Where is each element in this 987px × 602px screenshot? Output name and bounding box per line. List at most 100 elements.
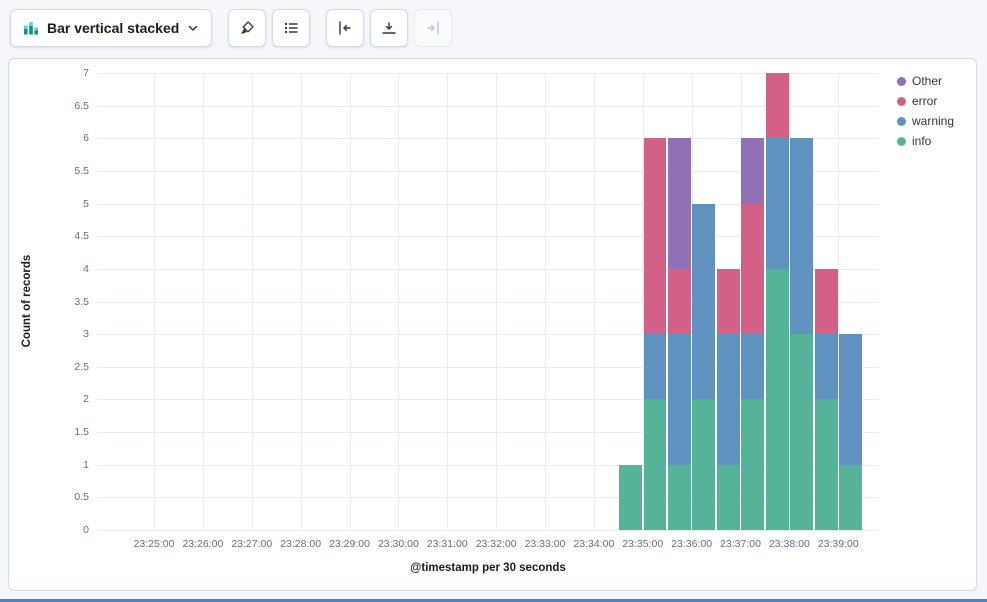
bar-segment-error[interactable]	[741, 203, 765, 335]
legend-item-error[interactable]: error	[897, 95, 954, 108]
h-gridline	[97, 432, 879, 434]
v-gridline	[202, 73, 204, 530]
h-gridline	[97, 138, 879, 140]
y-tick-label: 0	[83, 524, 89, 536]
axis-left-icon	[337, 20, 353, 36]
y-tick-label: 7	[83, 67, 89, 79]
bar-segment-warning[interactable]	[814, 334, 838, 400]
bar-segment-error[interactable]	[643, 138, 667, 335]
bar-segment-info[interactable]	[741, 399, 765, 530]
bar-segment-info[interactable]	[667, 464, 691, 530]
bar-segment-warning[interactable]	[790, 138, 814, 335]
bar-segment-info[interactable]	[790, 334, 814, 530]
v-gridline	[545, 73, 547, 530]
y-tick-label: 0.5	[74, 491, 89, 504]
h-gridline	[97, 301, 879, 303]
legend-label: Other	[912, 74, 943, 88]
bar-segment-Other[interactable]	[741, 138, 765, 204]
legend-label: info	[912, 134, 932, 148]
h-gridline	[97, 464, 879, 466]
y-tick-label: 2	[83, 393, 89, 406]
bar-segment-info[interactable]	[839, 464, 862, 530]
plot-area: 0 0.5 1 1.5 2 2.5 3 3.5 4 4.5 5 5.5 6 6.5 7 23:25:00 23:…	[74, 67, 879, 550]
legend-settings-button[interactable]	[272, 9, 311, 47]
x-tick-label: 23:37:00	[720, 538, 761, 550]
bottom-axis-button[interactable]	[370, 9, 409, 47]
x-tick-label: 23:35:00	[622, 538, 664, 550]
legend: Other error warning info	[897, 75, 954, 148]
y-tick-label: 1	[83, 458, 89, 471]
y-tick-label: 2.5	[74, 360, 89, 373]
bar-segment-info[interactable]	[814, 399, 838, 530]
left-axis-button[interactable]	[326, 9, 365, 47]
h-gridline	[97, 170, 879, 172]
bar-segment-error[interactable]	[667, 268, 691, 335]
h-gridline	[97, 268, 879, 270]
bar-segment-error[interactable]	[765, 73, 789, 139]
v-gridline	[349, 73, 351, 530]
bar-segment-info[interactable]	[692, 399, 716, 530]
y-tick-label: 5.5	[74, 164, 89, 177]
h-gridline	[97, 334, 879, 336]
bar-segment-warning[interactable]	[765, 138, 789, 269]
bar-segment-error[interactable]	[716, 268, 740, 335]
x-tick-label: 23:29:00	[329, 538, 370, 550]
legend-item-Other[interactable]: Other	[897, 75, 954, 88]
x-tick-label: 23:38:00	[768, 538, 810, 550]
v-gridline	[447, 73, 449, 530]
legend-dot	[897, 117, 906, 126]
y-tick-label: 3.5	[74, 295, 89, 308]
legend-item-warning[interactable]: warning	[897, 115, 954, 128]
h-gridline	[97, 366, 879, 368]
x-tick-label: 23:31:00	[426, 538, 468, 550]
axis-bottom-icon	[381, 20, 397, 36]
legend-label: error	[912, 94, 938, 108]
bar-segment-warning[interactable]	[667, 334, 691, 465]
h-gridline	[97, 203, 879, 205]
bar-segment-warning[interactable]	[839, 334, 862, 465]
toolbar: Bar vertical stacked	[0, 0, 987, 56]
v-gridline	[691, 73, 693, 530]
v-gridline	[300, 73, 302, 530]
bar-segment-warning[interactable]	[692, 203, 716, 400]
v-gridline	[398, 73, 400, 530]
h-gridline	[97, 73, 879, 74]
bar-segment-Other[interactable]	[667, 138, 691, 269]
display-options-group	[228, 9, 311, 47]
bar-segment-warning[interactable]	[643, 334, 667, 400]
paintbrush-icon	[239, 20, 255, 36]
x-tick-label: 23:28:00	[280, 538, 322, 550]
legend-item-info[interactable]: info	[897, 135, 954, 148]
v-gridline	[496, 73, 498, 530]
chart-type-selector[interactable]: Bar vertical stacked	[10, 9, 213, 47]
x-tick-label: 23:25:00	[133, 538, 175, 550]
v-gridline	[789, 73, 791, 530]
bar-segment-warning[interactable]	[716, 334, 740, 465]
v-gridline	[154, 73, 156, 530]
list-icon	[283, 20, 299, 36]
bar-segment-warning[interactable]	[741, 334, 765, 400]
x-tick-label: 23:36:00	[671, 538, 713, 550]
h-gridline	[97, 530, 879, 531]
axis-right-icon	[425, 20, 441, 36]
bar-segment-error[interactable]	[814, 268, 838, 335]
h-gridline	[97, 105, 879, 107]
x-tick-label: 23:39:00	[817, 538, 859, 550]
y-tick-label: 1.5	[74, 426, 89, 439]
x-tick-label: 23:30:00	[377, 538, 419, 550]
bar-segment-info[interactable]	[643, 399, 667, 530]
chart-type-label: Bar vertical stacked	[47, 20, 180, 36]
bottom-accent-bar	[0, 599, 987, 602]
y-tick-label: 6.5	[74, 99, 89, 112]
legend-dot	[897, 77, 906, 86]
chart-panel: Count of records 0 0.5 1 1.5 2 2.5 3 3.5 4 4.5 5 5.…	[8, 58, 977, 591]
v-gridline	[642, 73, 644, 530]
bar-segment-info[interactable]	[716, 464, 740, 530]
bar-segment-info[interactable]	[765, 268, 789, 530]
y-tick-label: 3	[83, 328, 89, 341]
x-tick-label: 23:33:00	[524, 538, 566, 550]
bar-segment-info[interactable]	[619, 464, 643, 530]
v-gridline	[593, 73, 595, 530]
h-gridline	[97, 236, 879, 238]
visual-options-button[interactable]	[228, 9, 267, 47]
